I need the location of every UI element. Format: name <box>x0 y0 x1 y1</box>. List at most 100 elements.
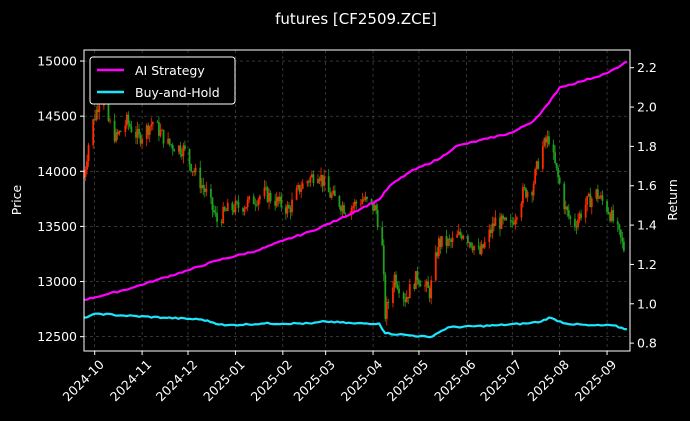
candle-body <box>466 235 469 244</box>
candle-body <box>396 285 399 289</box>
candle-body <box>257 199 260 206</box>
candle-body <box>237 202 240 208</box>
candle-body <box>318 178 321 181</box>
y2-tick-label: 1.2 <box>637 257 657 272</box>
candle-body <box>522 187 524 204</box>
candle-body <box>312 174 315 184</box>
candle-body <box>451 237 454 243</box>
candle-body <box>150 124 153 127</box>
candle-body <box>359 203 362 205</box>
candle-body <box>188 149 191 165</box>
candle-body <box>289 208 292 213</box>
candle-body <box>563 183 566 210</box>
candle-body <box>320 174 322 181</box>
candle-body <box>525 188 527 198</box>
candle-body <box>269 192 272 201</box>
candle-body <box>307 181 310 183</box>
candle-body <box>128 123 131 127</box>
candle-body <box>350 207 353 214</box>
candle-body <box>274 200 277 206</box>
candle-body <box>425 281 428 286</box>
candle-body <box>482 244 485 248</box>
candle-body <box>278 196 281 202</box>
candle-body <box>364 196 367 201</box>
candle-body <box>601 195 604 201</box>
candle-body <box>344 213 347 215</box>
candle-body <box>329 192 332 198</box>
candle-body <box>468 242 471 244</box>
y-tick-label: 12500 <box>37 329 77 344</box>
candle-body <box>502 215 504 220</box>
candle-body <box>515 217 518 220</box>
candle-body <box>543 138 546 146</box>
candle-body <box>202 185 205 189</box>
candle-body <box>381 226 384 246</box>
candle-body <box>193 171 196 173</box>
candle-body <box>413 284 416 289</box>
candle-body <box>321 174 324 186</box>
legend: AI Strategy Buy-and-Hold <box>89 56 236 105</box>
candle-body <box>298 184 301 192</box>
candle-body <box>509 220 512 222</box>
candle-body <box>252 196 255 205</box>
y-tick-label: 13000 <box>37 274 77 289</box>
y-tick-label: 14500 <box>37 109 77 124</box>
candle-body <box>205 188 208 192</box>
candle-body <box>612 210 615 222</box>
candle-body <box>168 138 171 145</box>
candle-body <box>575 226 578 228</box>
candle-body <box>558 177 561 184</box>
candle-body <box>327 176 330 193</box>
candle-body <box>211 197 214 211</box>
candle-body <box>255 204 258 206</box>
candle-body <box>511 221 514 223</box>
candle-body <box>382 245 385 275</box>
candle-body <box>199 167 202 189</box>
candle-body <box>437 238 440 257</box>
candle-body <box>277 197 280 202</box>
candle-body <box>567 210 570 217</box>
candle-body <box>93 119 96 121</box>
candle-body <box>447 238 449 246</box>
candle-body <box>385 301 388 319</box>
candle-body <box>107 101 110 121</box>
candle-body <box>622 241 625 251</box>
candle-body <box>405 296 408 303</box>
candle-body <box>173 149 176 152</box>
y2-tick-label: 1.0 <box>637 296 657 311</box>
candle-body <box>341 205 344 212</box>
candle-body <box>231 202 234 211</box>
candle-body <box>541 145 544 169</box>
candle-body <box>301 183 304 189</box>
candle-body <box>587 193 590 197</box>
y2-tick-label: 0.8 <box>637 336 657 351</box>
candle-body <box>427 281 430 288</box>
candle-body <box>470 242 472 247</box>
candle-body <box>266 187 269 202</box>
candle-body <box>194 167 197 173</box>
candle-body <box>177 145 180 152</box>
candle-body <box>333 190 336 197</box>
candle-body <box>284 207 287 214</box>
candle-body <box>180 154 183 157</box>
candle-body <box>340 206 342 212</box>
candle-body <box>436 252 439 257</box>
candle-body <box>618 224 621 230</box>
candle-body <box>395 274 397 286</box>
candle-body <box>171 145 174 150</box>
candle-body <box>214 212 217 214</box>
candle-body <box>584 204 587 218</box>
candle-body <box>372 202 374 211</box>
candle-body <box>118 131 121 135</box>
candle-body <box>477 245 480 247</box>
candle-body <box>532 183 535 196</box>
series-layer <box>83 60 628 339</box>
candle-body <box>370 199 373 203</box>
candle-body <box>141 138 144 144</box>
candle-body <box>203 188 206 192</box>
candle-body <box>220 221 223 224</box>
candle-body <box>213 210 215 213</box>
candle-body <box>459 231 462 236</box>
candle-body <box>286 205 289 214</box>
